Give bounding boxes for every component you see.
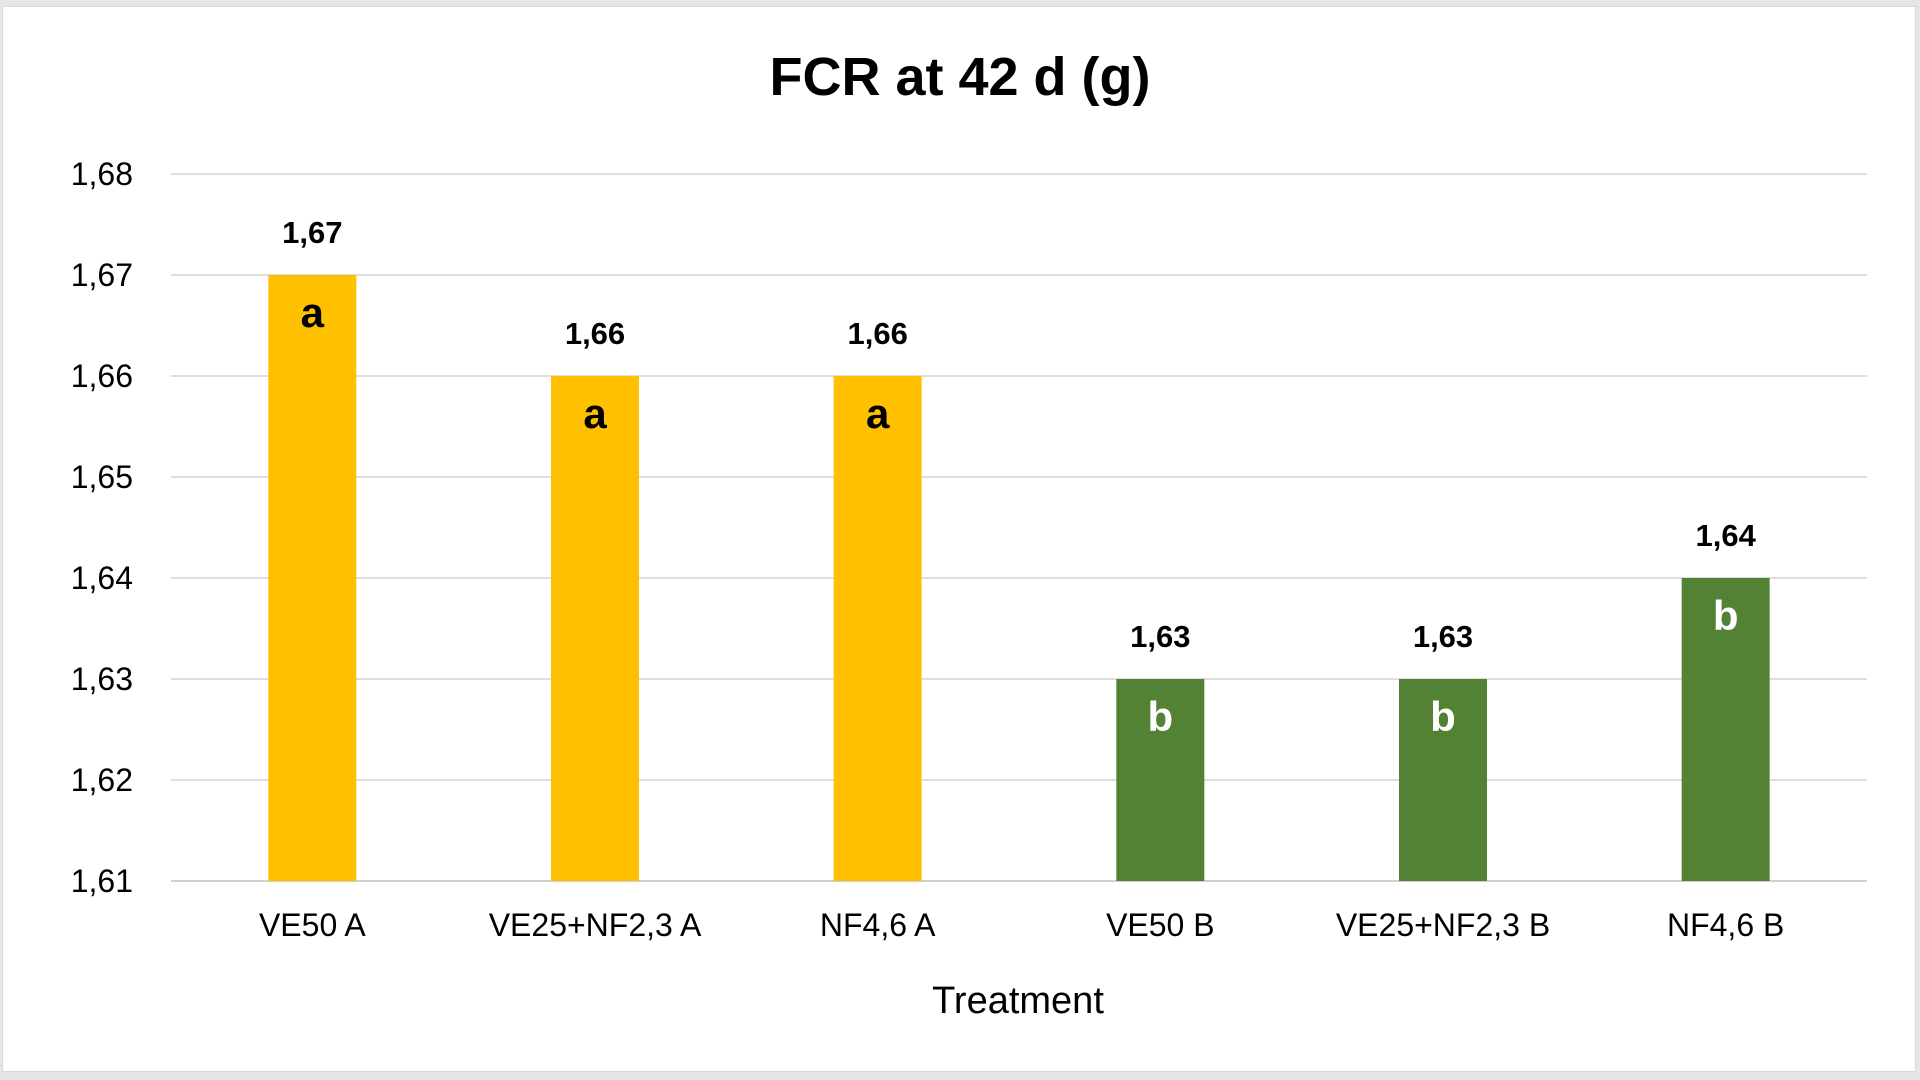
x-axis-ticks: VE50 A VE25+NF2,3 A NF4,6 A VE50 B VE25+NF2,… [259,907,1784,943]
y-tick-label: 1,66 [71,358,133,394]
y-tick-label: 1,62 [71,762,133,798]
y-axis-ticks: 1,61 1,62 1,63 1,64 1,65 1,66 1,67 1,68 [71,156,133,899]
y-tick-label: 1,61 [71,863,133,899]
data-label: 1,66 [847,316,907,351]
x-tick-label: VE50 B [1106,907,1215,943]
data-label: 1,63 [1130,619,1190,654]
bar [1399,679,1487,881]
significance-letter: a [583,390,607,437]
bars: 1,67 a 1,66 a 1,66 a 1,63 b 1,63 b 1,64 b [268,215,1770,881]
x-tick-label: NF4,6 B [1667,907,1784,943]
x-tick-label: NF4,6 A [820,907,936,943]
significance-letter: b [1713,592,1739,639]
bar [1116,679,1205,881]
significance-letter: a [301,289,325,336]
chart-frame: FCR at 42 d (g) 1,61 1,62 1,63 1,64 1,65 1,66… [2,6,1916,1072]
gridlines [171,173,1867,882]
y-tick-label: 1,65 [71,459,133,495]
data-label: 1,64 [1695,518,1756,553]
bar-chart: FCR at 42 d (g) 1,61 1,62 1,63 1,64 1,65 1,66… [71,47,1867,1022]
bar [833,376,922,881]
significance-letter: b [1148,693,1174,740]
data-label: 1,63 [1413,619,1473,654]
y-tick-label: 1,64 [71,560,133,596]
y-tick-label: 1,68 [71,156,133,192]
x-tick-label: VE25+NF2,3 A [489,907,702,943]
chart-title: FCR at 42 d (g) [769,47,1150,107]
data-label: 1,66 [565,316,625,351]
x-axis-title: Treatment [932,980,1104,1022]
bar [1681,578,1770,881]
x-tick-label: VE50 A [259,907,366,943]
bar [268,275,357,881]
y-tick-label: 1,63 [71,661,133,697]
x-tick-label: VE25+NF2,3 B [1336,907,1550,943]
significance-letter: b [1430,693,1456,740]
bar [551,376,639,881]
y-tick-label: 1,67 [71,257,133,293]
significance-letter: a [866,390,890,437]
data-label: 1,67 [282,215,342,250]
